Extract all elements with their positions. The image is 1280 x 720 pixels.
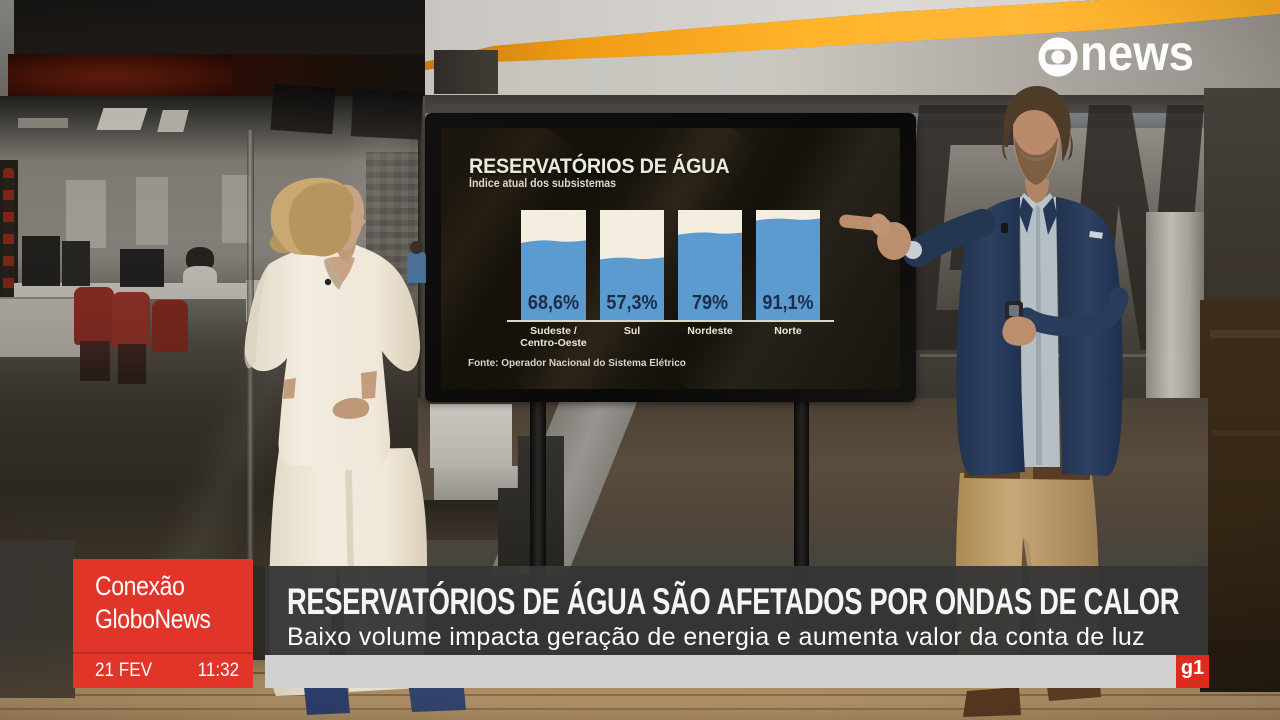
svg-text:news: news: [1080, 32, 1194, 81]
